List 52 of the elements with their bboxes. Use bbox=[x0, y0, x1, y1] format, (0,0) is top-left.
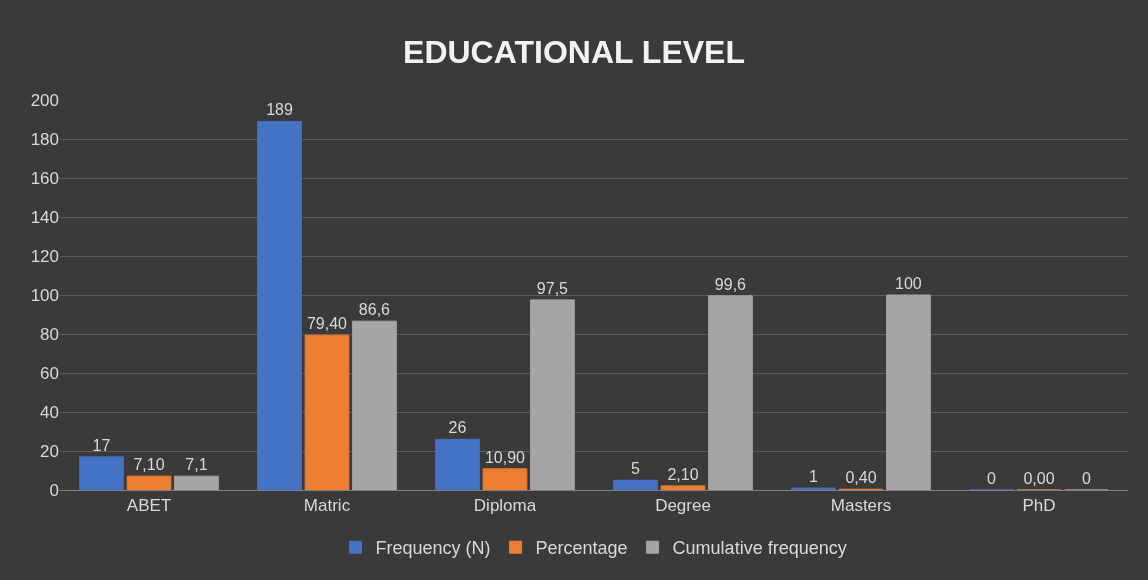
x-tick-label: ABET bbox=[126, 496, 172, 516]
bar bbox=[352, 320, 397, 490]
data-label: 1 bbox=[809, 468, 819, 486]
data-label: 10,90 bbox=[484, 448, 526, 466]
bar bbox=[435, 438, 480, 490]
data-label: 99,6 bbox=[714, 275, 747, 293]
chart-title: EDUCATIONAL LEVEL bbox=[403, 34, 745, 70]
data-label: 7,1 bbox=[185, 456, 208, 474]
y-tick-label: 200 bbox=[30, 90, 59, 110]
bar bbox=[660, 485, 706, 490]
legend-label: Percentage bbox=[535, 538, 628, 559]
data-label: 2,10 bbox=[667, 465, 699, 483]
legend-label: Cumulative frequency bbox=[672, 538, 847, 559]
y-tick-label: 60 bbox=[40, 363, 59, 383]
data-label: 100 bbox=[895, 275, 922, 292]
bar bbox=[613, 479, 658, 490]
x-tick-label: Matric bbox=[303, 496, 351, 516]
bar bbox=[79, 456, 124, 490]
y-tick-label: 0 bbox=[49, 480, 59, 500]
bar bbox=[530, 299, 575, 490]
data-label: 5 bbox=[631, 460, 641, 478]
x-tick-label: Diploma bbox=[473, 496, 537, 516]
y-tick-label: 120 bbox=[30, 246, 59, 266]
y-tick-label: 140 bbox=[30, 207, 59, 227]
data-label: 79,40 bbox=[306, 315, 348, 333]
bar bbox=[482, 468, 528, 490]
x-tick-label: Degree bbox=[655, 496, 711, 516]
bar bbox=[708, 295, 753, 490]
y-tick-label: 160 bbox=[30, 168, 59, 188]
x-tick-label: Masters bbox=[830, 496, 892, 516]
y-tick-label: 40 bbox=[40, 402, 59, 422]
bar bbox=[304, 334, 350, 490]
data-label: 0 bbox=[1081, 470, 1091, 487]
data-label: 7,10 bbox=[133, 456, 165, 474]
data-label: 0 bbox=[987, 470, 997, 487]
y-tick-label: 180 bbox=[30, 129, 59, 149]
bar bbox=[174, 475, 219, 490]
data-label: 26 bbox=[448, 419, 467, 437]
y-tick-label: 80 bbox=[40, 324, 59, 344]
y-tick-label: 100 bbox=[30, 285, 59, 305]
data-label: 17 bbox=[92, 436, 111, 454]
legend-label: Frequency (N) bbox=[375, 538, 491, 559]
x-tick-label: PhD bbox=[1022, 496, 1056, 516]
data-label: 86,6 bbox=[358, 301, 391, 319]
y-tick-label: 20 bbox=[40, 441, 59, 461]
data-label: 0,00 bbox=[1023, 470, 1055, 487]
bar bbox=[886, 294, 931, 490]
bar bbox=[126, 475, 172, 490]
data-label: 97,5 bbox=[536, 279, 569, 297]
data-label: 189 bbox=[266, 101, 293, 119]
bar bbox=[257, 120, 302, 490]
data-label: 0,40 bbox=[845, 469, 877, 487]
